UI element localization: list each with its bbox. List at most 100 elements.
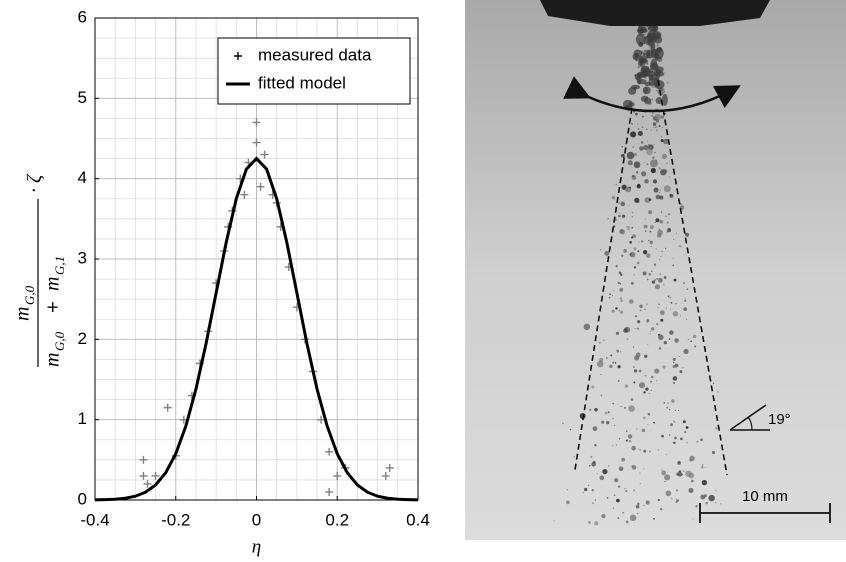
particle bbox=[657, 498, 660, 502]
particle bbox=[646, 319, 650, 322]
data-point bbox=[252, 118, 261, 127]
particle bbox=[618, 309, 620, 312]
oscillation-arrow bbox=[563, 76, 741, 113]
particle bbox=[623, 328, 628, 333]
particle bbox=[652, 179, 658, 184]
y-label-subscript: G,0 bbox=[22, 285, 37, 305]
particle bbox=[644, 374, 647, 377]
particle bbox=[675, 489, 678, 492]
particle bbox=[665, 307, 668, 309]
particle bbox=[600, 394, 603, 397]
particle bbox=[663, 276, 667, 279]
y-tick-label: 5 bbox=[78, 88, 87, 107]
legend-box bbox=[217, 37, 411, 105]
y-label-denominator: m bbox=[42, 353, 64, 367]
particle bbox=[614, 424, 616, 427]
particle bbox=[672, 257, 674, 259]
particle bbox=[632, 346, 635, 348]
particle bbox=[618, 271, 622, 275]
particle bbox=[679, 355, 681, 358]
data-point bbox=[325, 487, 334, 496]
particle bbox=[628, 405, 635, 412]
particle bbox=[653, 421, 656, 424]
particle bbox=[615, 265, 618, 268]
particle bbox=[640, 141, 644, 144]
particle bbox=[652, 156, 655, 159]
particle bbox=[668, 338, 671, 340]
particle bbox=[607, 218, 609, 220]
data-point bbox=[260, 150, 269, 159]
particle bbox=[596, 360, 604, 368]
particle bbox=[604, 250, 610, 256]
particle bbox=[669, 330, 674, 335]
particle bbox=[616, 498, 620, 503]
particle bbox=[631, 211, 633, 214]
particle bbox=[651, 280, 656, 284]
particle bbox=[659, 273, 662, 276]
particle bbox=[645, 128, 648, 131]
particle bbox=[682, 420, 686, 424]
legend-marker bbox=[234, 52, 242, 60]
particle bbox=[594, 408, 598, 412]
particle bbox=[639, 472, 641, 474]
particle bbox=[634, 112, 638, 116]
particle bbox=[683, 282, 685, 284]
particle bbox=[654, 368, 660, 374]
particle bbox=[666, 231, 668, 233]
particle bbox=[655, 129, 659, 132]
particle bbox=[645, 303, 648, 306]
particle bbox=[650, 159, 658, 168]
particle-cluster bbox=[646, 70, 656, 78]
particle bbox=[690, 479, 694, 483]
data-point bbox=[325, 447, 334, 456]
particle bbox=[629, 240, 632, 244]
y-tick-label: 6 bbox=[78, 7, 87, 26]
particle bbox=[644, 230, 647, 233]
particle bbox=[678, 410, 680, 412]
particle bbox=[594, 521, 599, 526]
particle-cluster bbox=[643, 35, 652, 45]
particle bbox=[638, 448, 640, 450]
particle bbox=[637, 128, 640, 130]
particle bbox=[628, 226, 630, 228]
particle-cluster bbox=[648, 77, 655, 87]
y-label-factor: · ζ bbox=[24, 173, 46, 193]
particle bbox=[662, 365, 666, 369]
scale-label: 10 mm bbox=[742, 488, 788, 505]
particle bbox=[643, 468, 645, 470]
particle bbox=[643, 391, 646, 394]
particle bbox=[606, 420, 610, 425]
fit-line bbox=[94, 156, 419, 502]
x-tick-label: -0.2 bbox=[161, 510, 190, 529]
particle bbox=[661, 434, 664, 438]
particle bbox=[647, 140, 649, 142]
particle bbox=[637, 250, 640, 253]
particle-cluster bbox=[638, 55, 648, 61]
particle bbox=[644, 179, 649, 184]
particle bbox=[636, 428, 638, 430]
particle bbox=[672, 264, 675, 267]
particle bbox=[622, 511, 624, 514]
particle bbox=[615, 444, 618, 446]
particle bbox=[686, 288, 689, 291]
particle bbox=[684, 299, 687, 302]
particle bbox=[652, 122, 657, 126]
particle bbox=[601, 513, 606, 519]
particle bbox=[708, 494, 715, 502]
particle bbox=[672, 357, 676, 361]
particle bbox=[654, 284, 661, 290]
particle bbox=[655, 248, 657, 250]
particle bbox=[584, 487, 588, 492]
particle bbox=[663, 401, 666, 404]
particle bbox=[613, 494, 616, 497]
particle bbox=[717, 390, 719, 393]
particle bbox=[705, 501, 708, 505]
particle bbox=[648, 198, 652, 201]
cone-edge bbox=[657, 79, 728, 476]
particle bbox=[720, 503, 722, 505]
particle bbox=[676, 499, 679, 502]
particle bbox=[633, 152, 637, 156]
particle bbox=[659, 189, 661, 191]
y-label-subscript: G,1 bbox=[52, 256, 67, 275]
particle-cluster bbox=[650, 24, 659, 33]
